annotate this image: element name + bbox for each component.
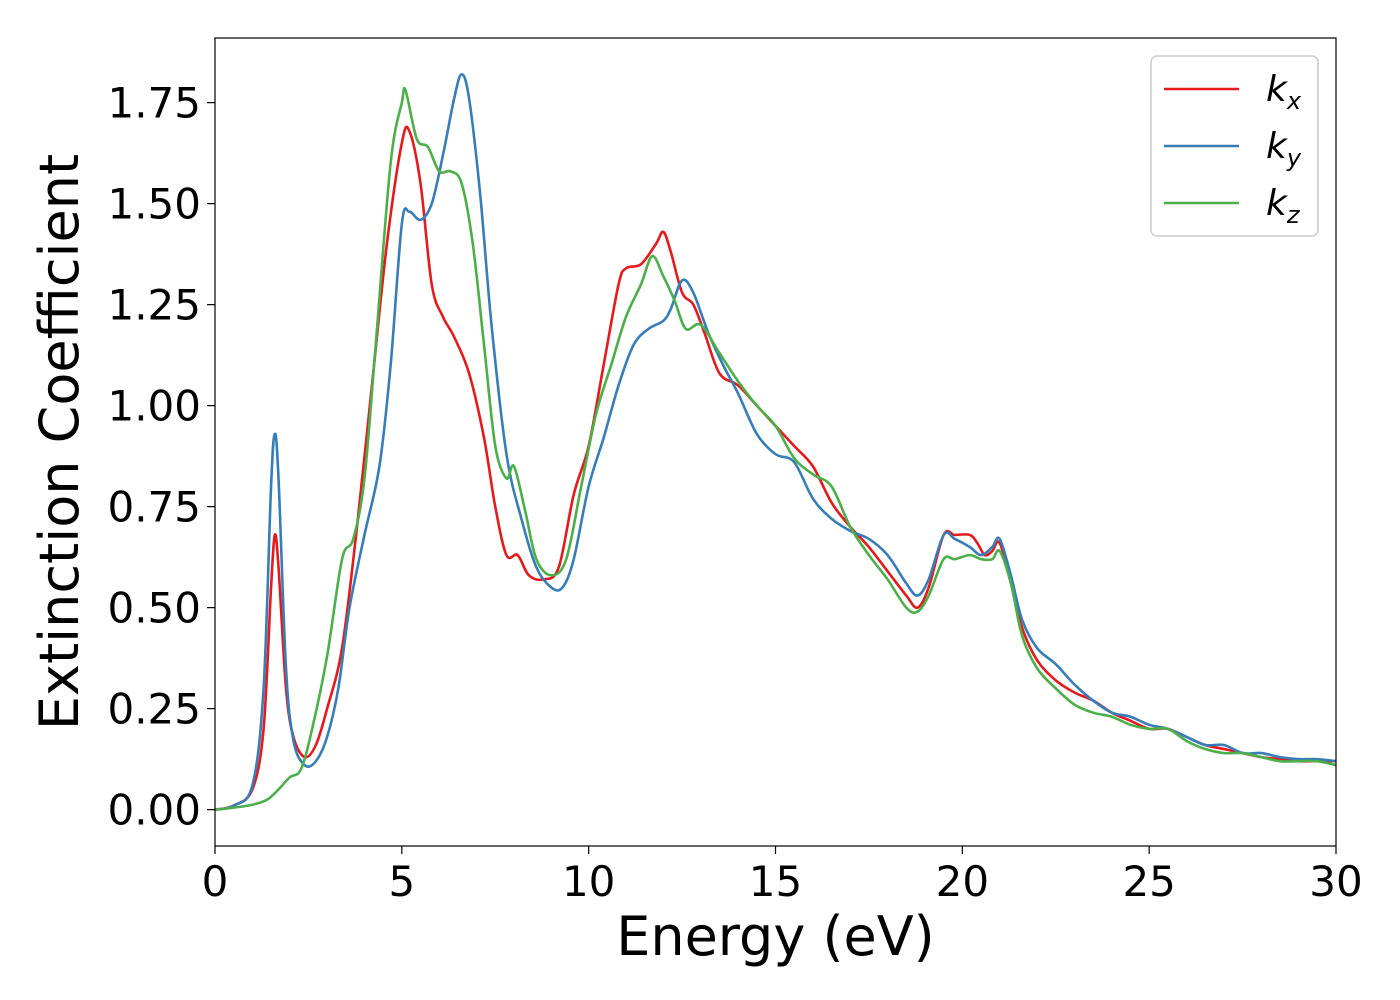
y-tick-label: 0.00 xyxy=(107,786,201,835)
x-tick-label: 10 xyxy=(562,857,615,906)
legend-label-main: k xyxy=(1266,69,1289,110)
y-tick-label: 0.50 xyxy=(107,584,201,633)
series-layer xyxy=(215,73,1336,811)
y-tick-label: 0.25 xyxy=(107,685,201,734)
legend-label-main: k xyxy=(1266,183,1289,224)
x-tick-label: 20 xyxy=(936,857,989,906)
series-line-kz xyxy=(215,86,1336,811)
x-axis-label: Energy (eV) xyxy=(616,905,935,968)
legend-label-kx: kx xyxy=(1266,69,1302,115)
legend-label-subscript: z xyxy=(1286,201,1301,229)
legend-label-main: k xyxy=(1266,126,1289,167)
y-tick-label: 1.50 xyxy=(107,180,201,229)
y-axis: 0.00 0.25 0.50 0.75 1.00 1.25 1.50 1.75 xyxy=(107,79,215,835)
legend-label-kz: kz xyxy=(1266,183,1301,229)
x-tick-label: 5 xyxy=(388,857,415,906)
x-tick-label: 25 xyxy=(1122,857,1175,906)
legend-label-ky: ky xyxy=(1266,126,1302,172)
x-tick-label: 15 xyxy=(749,857,802,906)
legend-label-subscript: y xyxy=(1286,144,1302,172)
plot-area-frame xyxy=(214,37,1337,847)
series-line-kx xyxy=(215,125,1336,811)
y-axis-label: Extinction Coefficient xyxy=(28,154,91,730)
y-tick-label: 1.00 xyxy=(107,382,201,431)
x-axis: 0 5 10 15 20 25 30 xyxy=(202,846,1363,906)
x-tick-label: 30 xyxy=(1309,857,1362,906)
y-tick-label: 0.75 xyxy=(107,483,201,532)
series-line-ky xyxy=(215,73,1336,811)
x-tick-label: 0 xyxy=(202,857,229,906)
y-tick-label: 1.25 xyxy=(107,281,201,330)
legend-label-subscript: x xyxy=(1286,87,1302,115)
y-tick-label: 1.75 xyxy=(107,79,201,128)
